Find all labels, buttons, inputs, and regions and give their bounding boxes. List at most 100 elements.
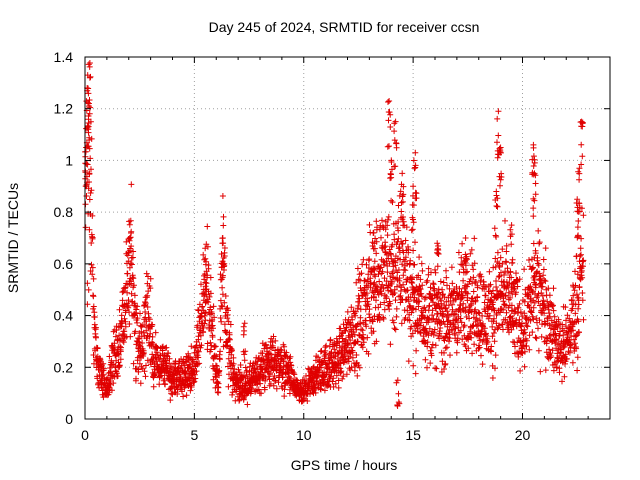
data-point	[578, 235, 585, 242]
data-point	[272, 337, 279, 344]
data-point	[202, 255, 209, 262]
data-point	[91, 314, 98, 321]
data-point	[395, 218, 402, 225]
y-tick-label: 1	[65, 152, 73, 168]
data-point	[229, 391, 236, 398]
data-point	[460, 300, 467, 307]
data-point	[578, 251, 584, 258]
data-point	[411, 165, 418, 172]
data-point	[580, 257, 587, 264]
data-point	[393, 144, 400, 151]
data-point	[462, 262, 469, 269]
data-point	[86, 196, 93, 203]
data-point	[542, 245, 549, 252]
data-point	[522, 329, 528, 336]
x-tick-labels: 0 5 10 15 20	[81, 427, 530, 443]
data-point	[470, 288, 477, 295]
data-point	[573, 291, 580, 298]
data-point	[529, 264, 536, 271]
data-point	[412, 370, 419, 377]
data-point	[398, 199, 405, 206]
data-point	[135, 335, 142, 342]
data-point	[533, 335, 540, 342]
data-point	[576, 165, 583, 172]
data-point	[478, 328, 485, 335]
data-point	[382, 243, 389, 250]
data-point	[128, 181, 135, 188]
data-point	[213, 353, 220, 360]
data-point	[110, 380, 117, 387]
data-point	[566, 349, 573, 356]
data-point	[544, 298, 551, 305]
data-point	[370, 245, 377, 252]
data-point	[321, 387, 328, 394]
data-point	[349, 354, 356, 361]
data-point	[365, 350, 372, 357]
data-point	[494, 115, 501, 122]
data-point	[409, 201, 416, 208]
data-point	[434, 311, 441, 317]
data-point	[513, 270, 519, 277]
data-point	[329, 378, 336, 385]
data-point	[396, 293, 403, 300]
data-point	[141, 368, 148, 375]
data-point	[446, 335, 453, 342]
data-point	[526, 332, 533, 339]
data-point	[206, 293, 213, 300]
data-point	[471, 341, 478, 348]
data-point	[441, 337, 448, 344]
data-point	[360, 256, 367, 263]
data-point	[85, 100, 92, 107]
data-point	[366, 221, 373, 228]
data-point	[540, 256, 547, 263]
data-point	[381, 299, 388, 306]
data-points	[82, 60, 587, 409]
data-point	[358, 270, 365, 277]
data-point	[514, 283, 521, 290]
data-point	[118, 344, 124, 351]
data-point	[551, 326, 558, 333]
data-point	[412, 149, 419, 156]
data-point	[461, 332, 468, 339]
data-point	[150, 383, 157, 390]
data-point	[402, 254, 409, 261]
data-point	[228, 346, 235, 352]
data-point	[122, 284, 129, 291]
data-point	[574, 204, 581, 211]
data-point	[537, 275, 544, 282]
data-point	[410, 192, 416, 199]
data-point	[494, 203, 501, 210]
data-point	[406, 303, 413, 310]
data-point	[201, 256, 208, 263]
data-point	[325, 360, 332, 367]
data-point	[563, 355, 570, 362]
data-point	[478, 352, 484, 359]
data-point	[115, 351, 122, 358]
data-point	[527, 283, 534, 290]
data-point	[417, 329, 424, 336]
data-point	[354, 372, 361, 379]
data-point	[392, 297, 399, 304]
data-point	[403, 224, 410, 231]
data-point	[569, 359, 576, 366]
data-point	[523, 337, 530, 344]
data-point	[434, 245, 441, 252]
data-point	[358, 326, 365, 333]
data-point	[419, 267, 426, 274]
y-tick-label: 0.8	[54, 204, 74, 220]
data-point	[384, 222, 391, 229]
data-point	[225, 383, 232, 390]
data-point	[550, 307, 557, 314]
data-point	[140, 350, 147, 356]
data-point	[193, 368, 200, 375]
data-point	[129, 272, 136, 279]
data-point	[107, 369, 113, 376]
data-point	[517, 367, 524, 374]
data-point	[203, 291, 210, 298]
data-point	[86, 179, 92, 185]
data-point	[521, 298, 528, 305]
data-point	[90, 352, 97, 358]
y-axis-title: SRMTID / TECUs	[5, 183, 21, 293]
data-point	[464, 268, 471, 275]
data-point	[198, 281, 204, 288]
